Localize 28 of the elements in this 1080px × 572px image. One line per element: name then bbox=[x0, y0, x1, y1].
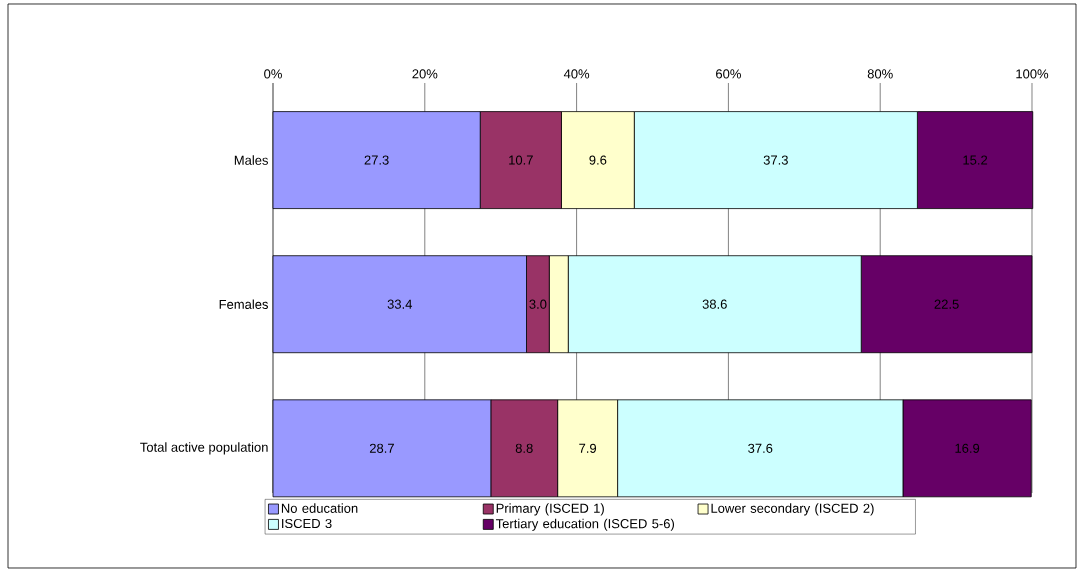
data-label: 28.7 bbox=[369, 443, 394, 453]
data-label: 15.2 bbox=[963, 155, 988, 165]
data-label: 27.3 bbox=[364, 155, 389, 165]
data-label: 38.6 bbox=[702, 299, 727, 309]
data-label: 10.7 bbox=[509, 155, 533, 165]
legend-label: Primary (ISCED 1) bbox=[496, 503, 604, 516]
y-tick-label: Total active population bbox=[140, 442, 268, 455]
data-label: 16.9 bbox=[955, 443, 980, 453]
x-tick-label: 80% bbox=[867, 69, 893, 79]
data-label: 8.8 bbox=[515, 443, 533, 453]
x-tick-label: 60% bbox=[716, 69, 741, 79]
x-tick-label: 100% bbox=[1016, 69, 1049, 79]
data-label: 7.9 bbox=[579, 443, 597, 453]
data-label: 3.0 bbox=[529, 299, 547, 309]
data-label: 37.6 bbox=[748, 443, 773, 453]
x-tick-label: 20% bbox=[412, 69, 438, 79]
data-label: 37.3 bbox=[763, 155, 788, 165]
data-label: 33.4 bbox=[387, 299, 413, 309]
x-tick-label: 0% bbox=[264, 69, 282, 79]
legend-label: Lower secondary (ISCED 2) bbox=[711, 503, 874, 516]
data-label: 22.5 bbox=[934, 299, 959, 309]
y-tick-label: Males bbox=[234, 155, 268, 165]
x-tick-label: 40% bbox=[563, 69, 590, 79]
data-label: 9.6 bbox=[589, 155, 607, 165]
legend-label: No education bbox=[281, 503, 358, 513]
legend-label: Tertiary education (ISCED 5-6) bbox=[495, 518, 675, 531]
legend-label: ISCED 3 bbox=[282, 518, 332, 529]
y-tick-label: Females bbox=[219, 299, 268, 309]
